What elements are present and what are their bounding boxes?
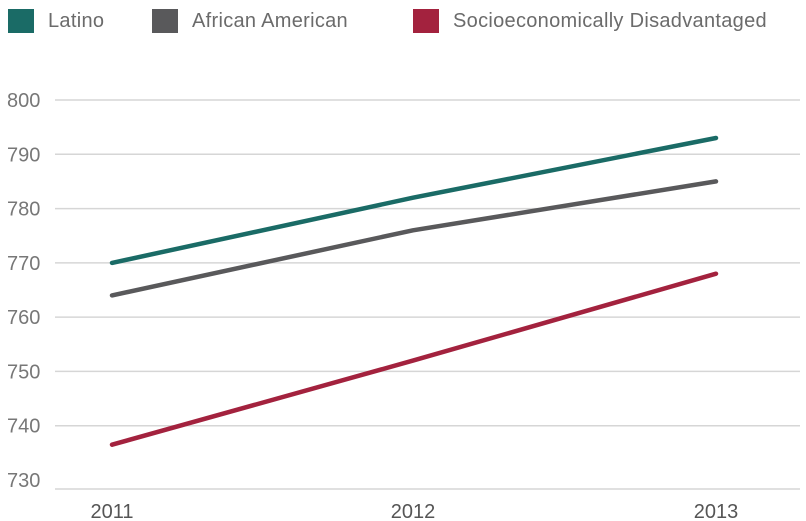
legend-label-socioeconomically-disadvantaged: Socioeconomically Disadvantaged bbox=[453, 9, 767, 32]
series-lines bbox=[109, 135, 719, 447]
series-line-socioeconomically-disadvantaged bbox=[109, 271, 719, 447]
y-tick-label-800: 800 bbox=[7, 90, 40, 112]
x-tick-label-2012: 2012 bbox=[391, 501, 436, 521]
y-tick-label-730: 730 bbox=[7, 470, 40, 492]
y-tick-label-750: 750 bbox=[7, 361, 40, 383]
legend-item-socioeconomically-disadvantaged: Socioeconomically Disadvantaged bbox=[413, 9, 767, 33]
legend-label-latino: Latino bbox=[48, 9, 105, 32]
x-axis-ticks: 2011 2012 2013 bbox=[90, 501, 738, 521]
x-tick-label-2011: 2011 bbox=[90, 501, 133, 521]
gridlines bbox=[55, 99, 800, 427]
series-line-latino bbox=[109, 135, 719, 266]
legend-swatch-african-american bbox=[152, 9, 178, 33]
legend-item-latino: Latino bbox=[8, 9, 104, 33]
y-tick-label-780: 780 bbox=[7, 199, 40, 221]
legend-swatch-latino bbox=[8, 9, 34, 33]
y-axis-ticks: 800 790 780 770 760 750 740 730 bbox=[7, 90, 40, 492]
y-tick-label-790: 790 bbox=[7, 144, 40, 166]
x-tick-label-2013: 2013 bbox=[694, 501, 739, 521]
series-line-african-american bbox=[109, 179, 719, 298]
legend-label-african-american: African American bbox=[192, 9, 348, 32]
y-tick-label-760: 760 bbox=[7, 307, 40, 329]
y-tick-label-740: 740 bbox=[7, 416, 40, 438]
legend-swatch-socioeconomically-disadvantaged bbox=[413, 9, 439, 33]
chart-legend: Latino African American Socioeconomicall… bbox=[0, 0, 806, 50]
y-tick-label-770: 770 bbox=[7, 253, 40, 275]
legend-item-african-american: African American bbox=[152, 9, 348, 33]
